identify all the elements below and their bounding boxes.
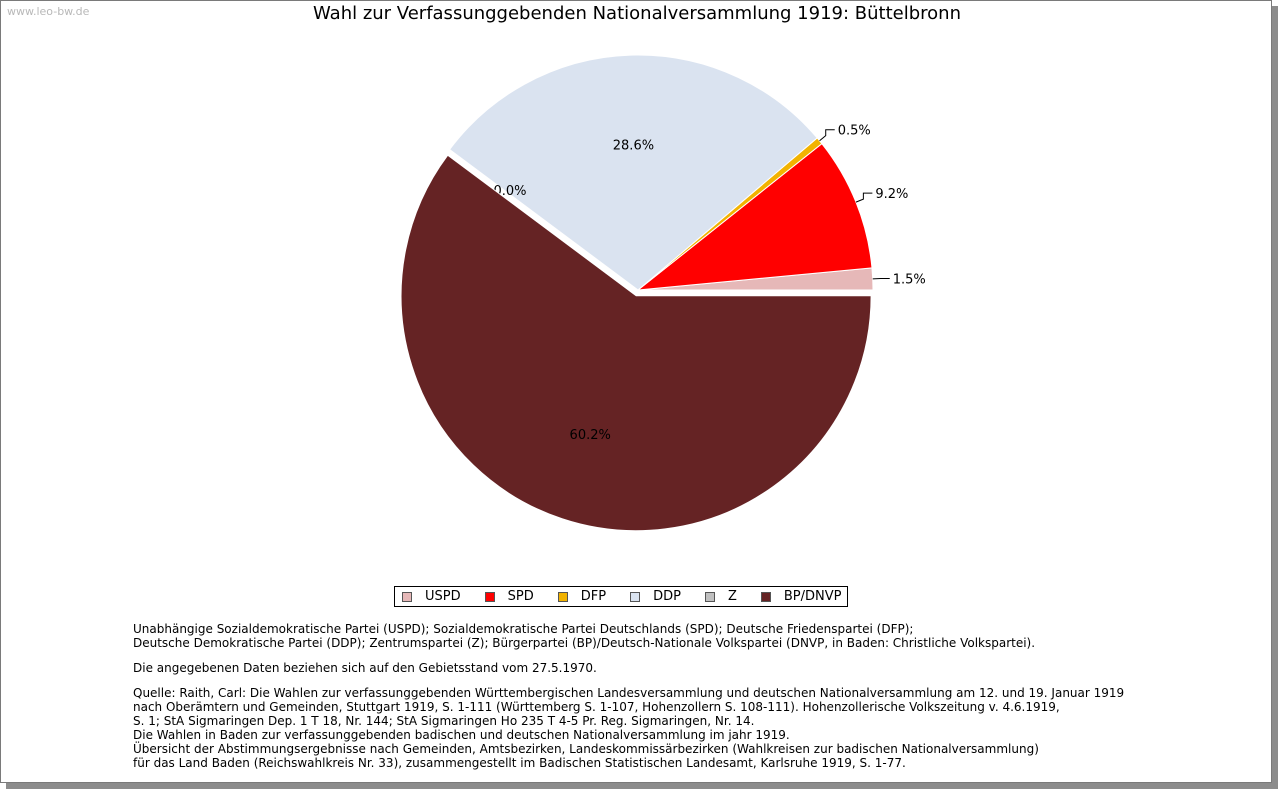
notes-source-line: S. 1; StA Sigmaringen Dep. 1 T 18, Nr. 1… [133, 714, 755, 728]
legend-label: DFP [580, 589, 607, 604]
watermark: www.leo-bw.de [7, 5, 90, 18]
slice-leader-spd [855, 192, 873, 203]
slice-label-uspd: 1.5% [893, 273, 926, 288]
legend-swatch [760, 591, 771, 602]
slice-label-bp-dnvp: 60.2% [570, 428, 611, 443]
pie-slice-bp-dnvp [400, 154, 872, 532]
legend-label: DDP [653, 589, 681, 604]
notes-source-line: Übersicht der Abstimmungsergebnisse nach… [133, 742, 1039, 756]
legend-label: Z [727, 589, 737, 604]
legend-item-dfp: DFP [557, 589, 607, 604]
legend: USPD SPD DFP DDP Z BP/DNVP [394, 586, 849, 607]
notes-source-line: Quelle: Raith, Carl: Die Wahlen zur verf… [133, 686, 1125, 700]
legend-swatch [402, 591, 412, 602]
notes-source-line: nach Oberämtern und Gemeinden, Stuttgart… [133, 700, 1060, 714]
legend-swatch [630, 591, 641, 602]
slice-label-spd: 9.2% [875, 187, 908, 202]
legend-label: SPD [507, 589, 534, 604]
slice-label-ddp: 28.6% [613, 138, 654, 153]
notes: Unabhängige Sozialdemokratische Partei (… [133, 622, 1124, 770]
legend-swatch [704, 591, 715, 602]
slice-leader-dfp [819, 129, 835, 142]
legend-label: BP/DNVP [783, 589, 842, 604]
legend-swatch [484, 591, 495, 602]
legend-item-bp-dnvp: BP/DNVP [760, 589, 842, 604]
chart-title: Wahl zur Verfassunggebenden Nationalvers… [313, 3, 961, 24]
slice-label-dfp: 0.5% [838, 124, 871, 139]
notes-source-line: für das Land Baden (Reichswahlkreis Nr. … [133, 756, 906, 770]
notes-source-line: Die Wahlen in Baden zur verfassunggebend… [133, 728, 790, 742]
legend-label: USPD [425, 589, 461, 604]
legend-swatch [557, 591, 568, 602]
notes-territory: Die angegebenen Daten beziehen sich auf … [133, 661, 597, 675]
pie-slice-ddp [448, 54, 818, 291]
notes-parties-line: Unabhängige Sozialdemokratische Partei (… [133, 622, 914, 636]
legend-item-z: Z [704, 589, 737, 604]
legend-item-spd: SPD [484, 589, 534, 604]
pie-slice-spd [636, 142, 873, 291]
notes-parties-line: Deutsche Demokratische Partei (DDP); Zen… [133, 636, 1036, 650]
legend-item-ddp: DDP [630, 589, 681, 604]
legend-item-uspd: USPD [402, 589, 461, 604]
